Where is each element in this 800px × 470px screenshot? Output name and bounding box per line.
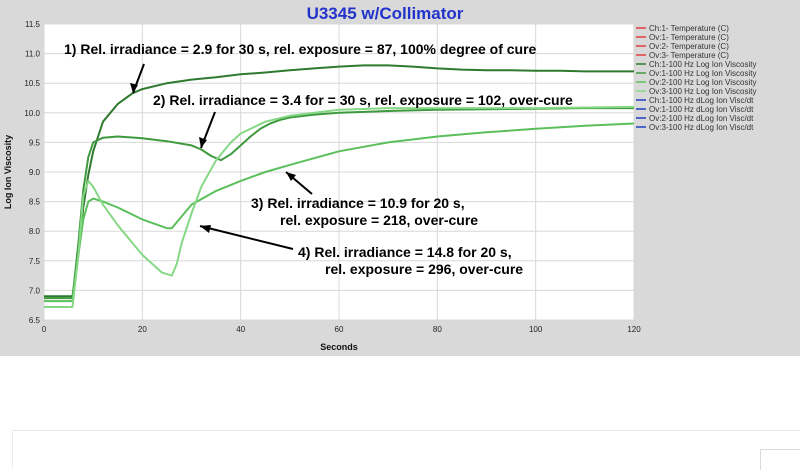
x-tick-label: 60 — [335, 325, 344, 334]
annotation-4-line-2: rel. exposure = 296, over-cure — [325, 261, 523, 277]
y-tick-label: 7.0 — [29, 286, 41, 295]
legend: Ch:1- Temperature (C)Ov:1- Temperature (… — [636, 24, 756, 132]
x-tick-label: 20 — [138, 325, 147, 334]
legend-item: Ov:2-100 Hz dLog Ion Visc/dt — [649, 114, 754, 123]
arrow-1-head — [130, 83, 138, 93]
y-tick-label: 11.5 — [25, 20, 41, 29]
legend-item: Ch:1-100 Hz Log Ion Viscosity — [649, 60, 756, 69]
annotation-2-line-1: 2) Rel. irradiance = 3.4 for = 30 s, rel… — [153, 92, 573, 108]
annotation-4-line-1: 4) Rel. irradiance = 14.8 for 20 s, — [298, 244, 512, 260]
y-tick-label: 9.5 — [29, 138, 41, 147]
annotation-3: 3) Rel. irradiance = 10.9 for 20 s, rel.… — [251, 195, 478, 228]
y-tick-labels: 6.5 7.0 7.5 8.0 8.5 9.0 9.5 10.0 10.5 11.0 11.5 — [24, 20, 40, 325]
y-tick-label: 8.0 — [29, 227, 41, 236]
y-axis-label: Log Ion Viscosity — [3, 135, 13, 209]
bottom-corner-box — [760, 449, 800, 470]
bottom-empty-pane — [12, 430, 800, 470]
arrow-2-head — [199, 137, 207, 148]
chart-title: U3345 w/Collimator — [307, 4, 464, 23]
annotation-arrows — [130, 63, 313, 250]
legend-item: Ov:2- Temperature (C) — [649, 42, 729, 51]
y-tick-label: 9.0 — [29, 168, 41, 177]
y-tick-label: 8.5 — [29, 198, 41, 207]
annotation-3-line-1: 3) Rel. irradiance = 10.9 for 20 s, — [251, 195, 465, 211]
legend-item: Ov:2-100 Hz Log Ion Viscosity — [649, 78, 756, 87]
annotation-1-line-1: 1) Rel. irradiance = 2.9 for 30 s, rel. … — [64, 41, 537, 57]
y-tick-label: 6.5 — [29, 316, 41, 325]
x-tick-label: 40 — [236, 325, 245, 334]
arrow-4 — [199, 225, 294, 250]
series-line-4 — [44, 105, 635, 308]
annotation-3-line-2: rel. exposure = 218, over-cure — [280, 212, 478, 228]
x-tick-label: 0 — [42, 325, 47, 334]
legend-item: Ov:3-100 Hz Log Ion Viscosity — [649, 87, 756, 96]
legend-item: Ov:1-100 Hz dLog Ion Visc/dt — [649, 105, 754, 114]
annotation-2: 2) Rel. irradiance = 3.4 for = 30 s, rel… — [153, 92, 573, 108]
arrow-3-head — [286, 172, 296, 181]
chart: U3345 w/Collimator 0 20 40 60 80 100 120 6.5 7.… — [3, 4, 756, 352]
arrow-4-head — [200, 225, 211, 233]
legend-item: Ov:3-100 Hz dLog Ion Visc/dt — [649, 123, 754, 132]
x-tick-label: 120 — [627, 325, 641, 334]
y-tick-label: 11.0 — [25, 50, 41, 59]
legend-item: Ov:3- Temperature (C) — [649, 51, 729, 60]
x-tick-label: 100 — [529, 325, 543, 334]
y-tick-label: 7.5 — [29, 257, 41, 266]
plot-area — [43, 23, 635, 321]
x-axis-label: Seconds — [320, 342, 358, 352]
annotation-1: 1) Rel. irradiance = 2.9 for 30 s, rel. … — [64, 41, 537, 57]
legend-item: Ch:1- Temperature (C) — [649, 24, 729, 33]
series-line-1 — [44, 64, 634, 298]
x-tick-label: 80 — [433, 325, 442, 334]
annotation-4: 4) Rel. irradiance = 14.8 for 20 s, rel.… — [298, 244, 523, 277]
y-tick-label: 10.0 — [24, 109, 40, 118]
y-gridlines — [44, 23, 634, 321]
series-lines — [44, 64, 635, 308]
legend-item: Ov:1- Temperature (C) — [649, 33, 729, 42]
legend-item: Ov:1-100 Hz Log Ion Viscosity — [649, 69, 756, 78]
chart-panel: U3345 w/Collimator 0 20 40 60 80 100 120 6.5 7.… — [0, 0, 800, 356]
legend-item: Ch:1-100 Hz dLog Ion Visc/dt — [649, 96, 754, 105]
series-line-2 — [44, 107, 634, 300]
y-tick-label: 10.5 — [24, 79, 40, 88]
annotations: 1) Rel. irradiance = 2.9 for 30 s, rel. … — [64, 41, 573, 277]
x-tick-labels: 0 20 40 60 80 100 120 — [42, 325, 641, 334]
series-line-3 — [44, 122, 635, 303]
